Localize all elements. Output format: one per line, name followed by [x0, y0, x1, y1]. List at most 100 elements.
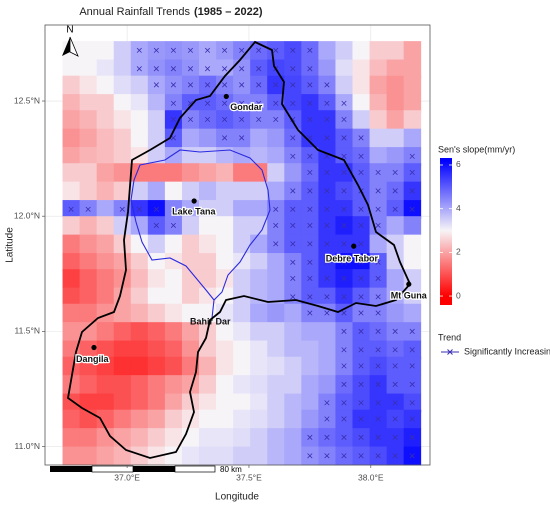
significance-marker: [273, 241, 279, 247]
scale-label: 80 km: [220, 465, 242, 474]
cell: [79, 375, 98, 394]
cell: [113, 75, 132, 95]
x-axis-title: Longitude: [215, 492, 259, 503]
cell: [96, 322, 115, 342]
significance-marker: [341, 206, 347, 212]
cell: [96, 253, 115, 272]
cell: [79, 253, 98, 272]
cell: [113, 59, 132, 79]
significance-marker: [256, 100, 262, 106]
significance-marker: [170, 47, 176, 53]
cell: [96, 409, 115, 429]
cell: [147, 428, 166, 447]
cell: [62, 234, 81, 254]
cell: [386, 269, 405, 289]
place-label: Mt Guna: [391, 291, 428, 301]
cell: [147, 253, 166, 272]
significance-marker: [307, 188, 313, 194]
cell: [352, 75, 370, 95]
significance-marker: [307, 310, 313, 316]
cell: [216, 181, 234, 201]
colorbar-tick-label: 2: [456, 247, 461, 257]
cell: [113, 428, 132, 447]
cell: [199, 269, 217, 289]
cell: [181, 216, 200, 236]
cell: [96, 216, 115, 236]
cell: [233, 393, 251, 413]
significance-marker: [375, 310, 381, 316]
place-label: Lake Tana: [172, 206, 216, 216]
cell: [386, 303, 405, 323]
significance-marker: [273, 100, 279, 106]
cell: [250, 181, 268, 201]
cell: [62, 163, 81, 183]
cell: [113, 128, 132, 148]
significance-marker: [409, 188, 415, 194]
cell: [369, 147, 388, 166]
significance-marker: [341, 347, 347, 353]
cell: [147, 340, 166, 360]
significance-marker: [307, 66, 313, 72]
y-tick-label: 11.0°N: [15, 441, 40, 451]
cell: [164, 163, 183, 183]
legend-key-marker: [447, 349, 453, 355]
cell: [403, 253, 422, 272]
cell: [181, 375, 200, 394]
cell: [199, 128, 217, 148]
cell: [62, 446, 81, 466]
significance-marker: [307, 453, 313, 459]
significance-marker: [358, 153, 364, 159]
cell: [79, 59, 98, 79]
significance-marker: [341, 363, 347, 369]
significance-marker: [187, 66, 194, 72]
cell: [164, 356, 183, 376]
significance-marker: [409, 453, 415, 459]
cell: [62, 128, 81, 148]
cell: [250, 322, 268, 342]
significance-marker: [290, 47, 296, 53]
cell: [147, 356, 166, 376]
cell: [369, 75, 388, 95]
cell: [164, 409, 183, 429]
cell: [96, 75, 115, 95]
significance-marker: [409, 328, 415, 334]
cell: [130, 446, 149, 466]
cell: [250, 216, 268, 236]
significance-marker: [290, 82, 296, 88]
place-label: Bahir Dar: [190, 316, 231, 326]
cell: [164, 181, 183, 201]
cell: [130, 375, 149, 394]
colorbar: [440, 158, 452, 305]
cell: [284, 340, 302, 360]
cell: [199, 163, 217, 183]
cell: [250, 428, 268, 447]
significance-marker: [170, 66, 176, 72]
significance-marker: [290, 188, 296, 194]
cell: [147, 322, 166, 342]
cell: [403, 269, 422, 289]
significance-marker: [256, 116, 262, 123]
cell: [267, 356, 285, 376]
significance-marker: [375, 400, 381, 406]
cell: [79, 322, 98, 342]
cell: [318, 340, 336, 360]
significance-marker: [239, 47, 245, 53]
cell: [113, 234, 132, 254]
significance-marker: [358, 310, 364, 316]
cell: [199, 253, 217, 272]
cell: [216, 322, 234, 342]
cell: [216, 200, 234, 219]
cell: [250, 446, 268, 466]
cell: [301, 375, 319, 394]
cell: [113, 163, 132, 183]
cell: [164, 303, 183, 323]
cell: [164, 428, 183, 447]
significance-marker: [409, 153, 415, 159]
cell: [79, 356, 98, 376]
cell: [403, 110, 422, 130]
significance-marker: [341, 135, 347, 141]
significance-marker: [256, 82, 262, 88]
significance-marker: [392, 328, 398, 334]
cell: [147, 110, 166, 130]
cell: [130, 181, 149, 201]
